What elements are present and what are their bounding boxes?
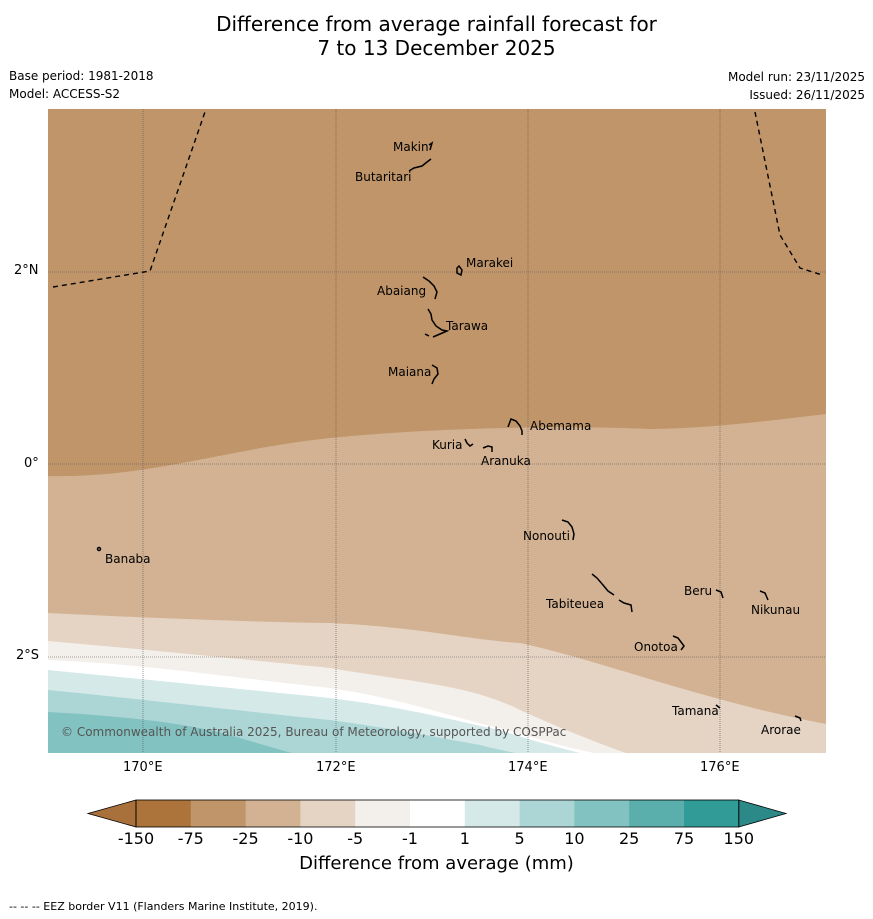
label-marakei: Marakei [466, 256, 513, 270]
label-abaiang: Abaiang [377, 284, 426, 298]
graticule [48, 109, 826, 753]
colorbar-extend-max [738, 799, 788, 828]
eez-border [52, 109, 823, 288]
label-aranuka: Aranuka [481, 454, 531, 468]
colorbar-tick-label: -150 [117, 829, 155, 848]
title-line-1: Difference from average rainfall forecas… [216, 12, 657, 36]
colorbar-segment [245, 800, 301, 827]
label-tarawa: Tarawa [445, 319, 488, 333]
label-kuria: Kuria [432, 438, 463, 452]
island-outlines [96, 141, 802, 722]
eez-footnote: -- -- -- EEZ border V11 (Flanders Marine… [9, 900, 318, 913]
colorbar-tick-label: 75 [673, 829, 695, 848]
lon-tick-174: 174°E [508, 760, 548, 775]
colorbar-tick-label: -75 [177, 829, 204, 848]
colorbar-tick-label: 150 [723, 829, 755, 848]
colorbar-outline [135, 799, 740, 828]
label-tabiteuea: Tabiteuea [545, 597, 604, 611]
place-labels: Makin Butaritari Marakei Abaiang Tarawa … [105, 140, 801, 737]
colorbar-title: Difference from average (mm) [299, 853, 574, 874]
label-nonouti: Nonouti [523, 529, 570, 543]
rainfall-field: Makin Butaritari Marakei Abaiang Tarawa … [48, 109, 826, 753]
label-tamana: Tamana [671, 704, 719, 718]
colorbar-segment [574, 800, 630, 827]
lat-tick-0: 0° [24, 456, 39, 471]
lon-tick-176: 176°E [700, 760, 740, 775]
lat-tick-2s: 2°S [16, 648, 40, 663]
label-maiana: Maiana [388, 365, 431, 379]
colorbar-tick-label: 10 [564, 829, 585, 848]
label-arorae: Arorae [761, 723, 801, 737]
lon-tick-170: 170°E [123, 760, 163, 775]
model-name: Model: ACCESS-S2 [9, 87, 121, 101]
colorbar-segment [464, 800, 521, 827]
colorbar-segment [136, 800, 192, 827]
colorbar-tick-label: 5 [514, 829, 525, 848]
colorbar-segment [410, 800, 466, 827]
colorbar-tick-label: -10 [287, 829, 314, 848]
colorbar-segment [684, 800, 740, 827]
lon-tick-172: 172°E [316, 760, 356, 775]
label-makin: Makin [393, 140, 429, 154]
label-banaba: Banaba [105, 552, 151, 566]
label-butaritari: Butaritari [355, 170, 412, 184]
colorbar-tick-label: -25 [232, 829, 259, 848]
colorbar-tick-label: 1 [459, 829, 470, 848]
label-nikunau: Nikunau [751, 603, 800, 617]
colorbar-segment [355, 800, 411, 827]
colorbar-tick-label: 25 [619, 829, 640, 848]
colorbar-segment [629, 800, 685, 827]
label-abemama: Abemama [530, 419, 591, 433]
colorbar-segment [300, 800, 356, 827]
model-run: Model run: 23/11/2025 [727, 70, 865, 84]
band-pos25 [48, 712, 292, 753]
label-beru: Beru [684, 584, 712, 598]
title-line-2: 7 to 13 December 2025 [317, 36, 556, 60]
base-period: Base period: 1981-2018 [9, 69, 154, 83]
colorbar-segment [190, 800, 247, 827]
colorbar-tick-label: -1 [402, 829, 418, 848]
lat-tick-2n: 2°N [14, 263, 39, 278]
colorbar-segment [519, 800, 575, 827]
colorbar [86, 799, 788, 828]
label-onotoa: Onotoa [634, 640, 678, 654]
copyright-notice: © Commonwealth of Australia 2025, Bureau… [61, 725, 566, 739]
colorbar-tick-label: -5 [347, 829, 364, 848]
colorbar-extend-min [86, 799, 137, 828]
issued-date: Issued: 26/11/2025 [749, 88, 865, 102]
